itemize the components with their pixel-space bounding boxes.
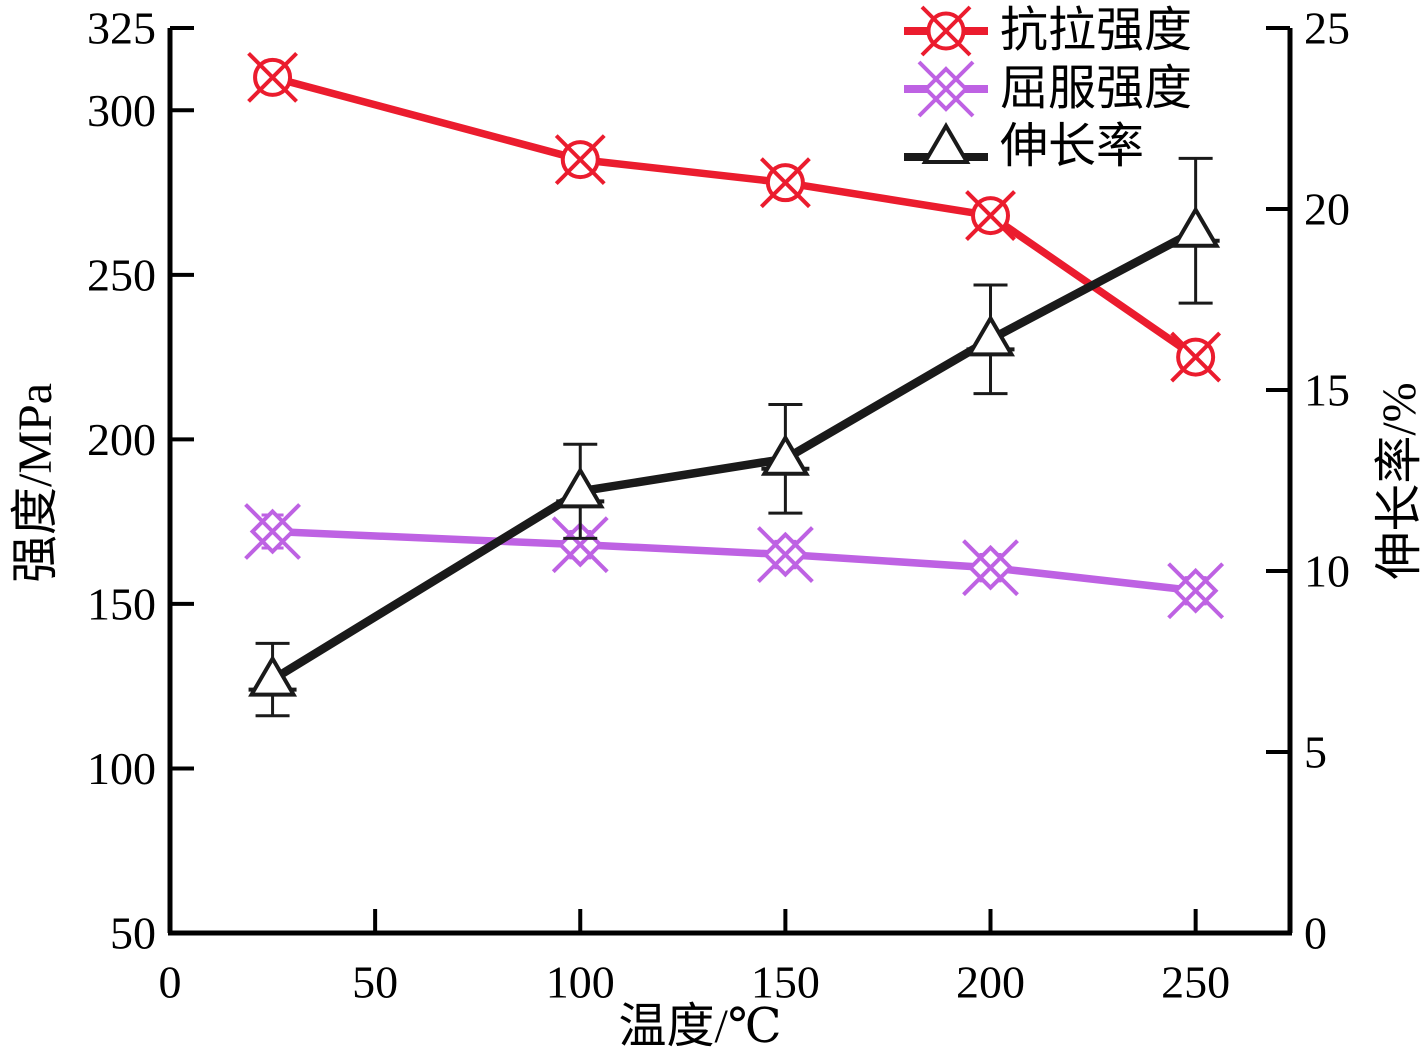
legend-label-yield: 屈服强度	[1000, 62, 1193, 115]
series-line	[272, 527, 1197, 595]
axes	[167, 28, 1293, 936]
y-right-tick-label: 20	[1304, 184, 1350, 235]
legend-label-tensile: 抗拉强度	[1000, 4, 1193, 57]
triangle-marker	[1171, 205, 1221, 248]
x-tick-label: 50	[352, 957, 398, 1008]
series-yield-strength	[244, 503, 1225, 620]
legend: 抗拉强度 屈服强度 伸长率	[900, 2, 1192, 176]
y-right-tick-label: 0	[1304, 908, 1327, 959]
legend-swatch	[904, 122, 988, 164]
y-left-tick-label: 150	[87, 578, 156, 629]
legend-item-elongation: 伸长率	[900, 118, 1192, 176]
triangle-marker	[760, 433, 810, 476]
triangle-marker	[966, 314, 1015, 357]
legend-label-elongation: 伸长率	[1000, 120, 1145, 173]
legend-item-tensile: 抗拉强度	[900, 2, 1192, 60]
y-axis-left-title: 强度/MPa	[9, 382, 62, 584]
triangle-marker	[921, 122, 971, 164]
y-right-tick-label: 10	[1304, 546, 1350, 597]
y-left-tick-label: 300	[87, 85, 156, 136]
x-tick-label: 200	[956, 957, 1025, 1008]
x-tick-label: 150	[751, 957, 820, 1008]
series-elongation	[248, 156, 1221, 718]
y-right-tick-label: 25	[1304, 3, 1350, 54]
x-tick-label: 250	[1161, 957, 1230, 1008]
y-left-tick-label: 50	[110, 908, 156, 959]
x-tick-label: 100	[546, 957, 615, 1008]
tensile-strength-marker-icon	[904, 5, 988, 57]
x-tick-label: 0	[159, 957, 182, 1008]
y-left-tick-label: 100	[87, 743, 156, 794]
yield-strength-marker-icon	[904, 60, 988, 118]
triangle-marker	[248, 654, 298, 697]
legend-item-yield: 屈服强度	[900, 60, 1192, 118]
y-left-tick-label: 250	[87, 249, 156, 300]
y-axis-right-title: 伸长率/%	[1373, 382, 1421, 580]
elongation-marker-icon	[904, 122, 988, 164]
y-right-tick-label: 15	[1304, 365, 1350, 416]
triangle-marker	[555, 466, 605, 509]
x-axis-title: 温度/℃	[618, 1000, 782, 1053]
legend-swatch	[904, 5, 988, 57]
series-tensile-strength	[247, 51, 1222, 383]
y-left-tick-label: 325	[87, 3, 156, 54]
y-left-tick-label: 200	[87, 414, 156, 465]
legend-swatch	[904, 60, 988, 118]
series-line	[270, 226, 1198, 684]
y-right-tick-label: 5	[1304, 727, 1327, 778]
